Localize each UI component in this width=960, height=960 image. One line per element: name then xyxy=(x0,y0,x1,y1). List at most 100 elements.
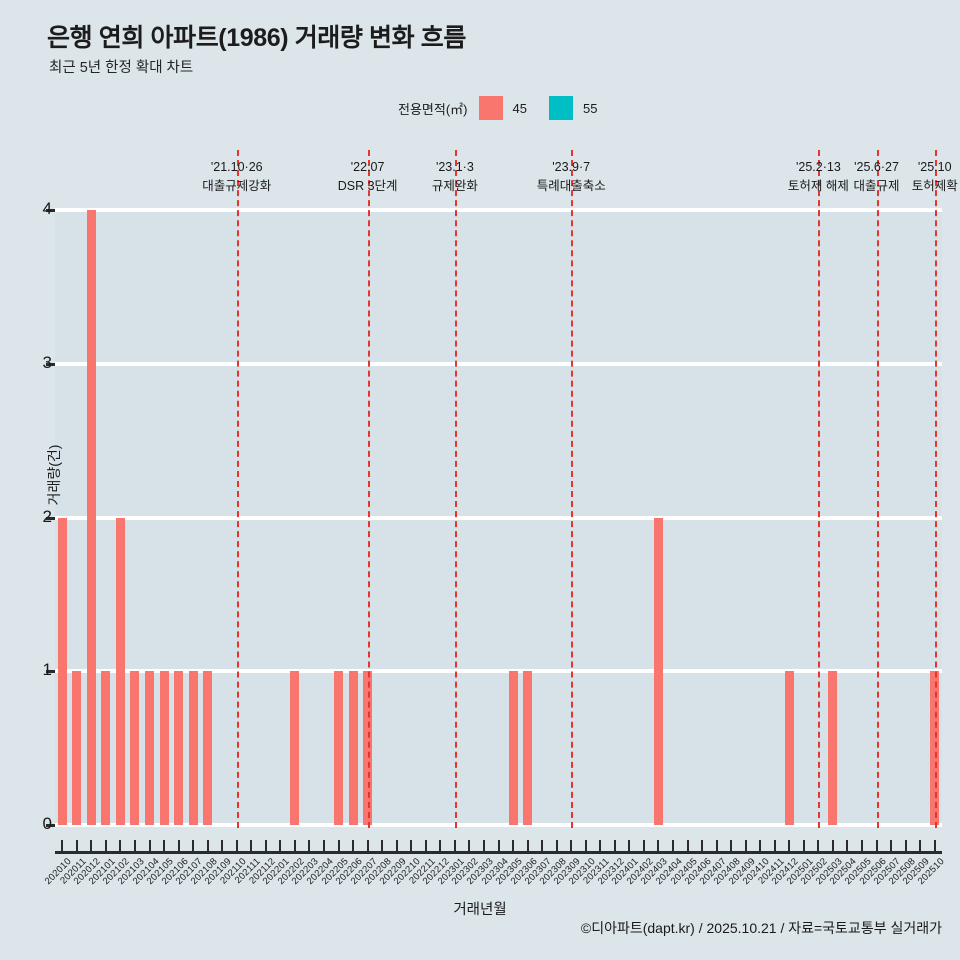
x-tick-label: 202306 xyxy=(508,856,540,888)
x-tick-label: 202101 xyxy=(86,856,118,888)
x-tick-label: 202501 xyxy=(784,856,816,888)
x-tick-label: 202102 xyxy=(101,856,133,888)
x-tick-label: 202302 xyxy=(450,856,482,888)
event-name: 토허제확 xyxy=(911,179,958,194)
legend-label-45: 45 xyxy=(512,100,527,116)
page-title: 은행 연희 아파트(1986) 거래량 변화 흐름 xyxy=(47,24,466,52)
x-tick-label: 202408 xyxy=(711,856,743,888)
x-tick-label: 202111 xyxy=(233,856,264,887)
x-tick-label: 202207 xyxy=(348,856,380,888)
event-label: '25.10 토허제확 xyxy=(912,158,958,197)
event-date: '23.9·7 xyxy=(552,160,591,174)
legend-label-55: 55 xyxy=(582,100,598,116)
event-date: '22.07 xyxy=(350,160,385,174)
x-tick-label: 202508 xyxy=(886,856,918,888)
x-tick-label: 202406 xyxy=(682,856,714,888)
x-tick-label: 202208 xyxy=(362,856,394,888)
x-tick-label: 202106 xyxy=(159,856,191,888)
x-tick-label: 202404 xyxy=(653,856,685,888)
event-label: '23.9·7 특례대출축소 xyxy=(537,158,606,197)
x-tick-label: 202205 xyxy=(319,856,351,888)
event-label: '22.07 DSR 3단계 xyxy=(338,158,398,197)
plot-area xyxy=(55,210,942,825)
x-tick-label: 202105 xyxy=(144,856,176,888)
event-label: '25.2·13 토허제 해제 xyxy=(788,158,849,197)
x-tick-label: 202505 xyxy=(842,856,874,888)
footer-caption: ©디아파트(dapt.kr) / 2025.10.21 / 자료=국토교통부 실… xyxy=(580,920,942,936)
x-tick-label: 202312 xyxy=(595,856,627,888)
event-name: 토허제 해제 xyxy=(787,179,849,194)
x-tick-label: 202402 xyxy=(624,856,656,888)
y-tick-mark xyxy=(46,824,55,827)
x-tick-label: 202112 xyxy=(247,856,278,887)
x-tick-label: 202503 xyxy=(813,856,845,888)
legend-item-55[interactable]: 55 xyxy=(548,96,619,120)
y-axis-title: 거래량(건) xyxy=(46,444,62,506)
x-tick-label: 202411 xyxy=(755,856,787,887)
event-name: 특례대출축소 xyxy=(536,179,606,194)
x-tick-label: 202010 xyxy=(42,856,75,888)
x-tick-label: 202410 xyxy=(740,856,773,888)
y-tick-label: 4 xyxy=(42,199,52,218)
event-name: 대출규제 xyxy=(853,179,900,194)
x-tick-label: 202510 xyxy=(915,856,947,888)
page-subtitle: 최근 5년 한정 확대 차트 xyxy=(49,60,194,76)
x-tick-label: 202307 xyxy=(522,856,554,888)
x-tick-label: 202303 xyxy=(464,856,496,888)
x-tick-label: 202502 xyxy=(799,856,831,888)
y-tick-label: 1 xyxy=(42,660,52,680)
x-tick-label: 202201 xyxy=(261,856,293,888)
legend-swatch-45 xyxy=(478,96,503,120)
x-tick-label: 202210 xyxy=(391,856,424,888)
x-tick-label: 202206 xyxy=(333,856,365,888)
y-tick-mark xyxy=(46,670,55,674)
x-tick-label: 202110 xyxy=(217,856,249,887)
x-tick-label: 202204 xyxy=(304,856,336,888)
x-tick-label: 202506 xyxy=(857,856,889,888)
y-tick-mark xyxy=(46,362,55,366)
x-tick-label: 202409 xyxy=(726,856,758,888)
x-tick-label: 202507 xyxy=(871,856,903,888)
x-tick-label: 202011 xyxy=(58,856,89,887)
x-tick-label: 202407 xyxy=(697,856,729,888)
legend-swatch-55 xyxy=(548,96,573,120)
y-tick-label: 0 xyxy=(42,814,52,833)
event-name: 대출규제강화 xyxy=(202,179,272,194)
legend-item-45[interactable]: 45 xyxy=(478,96,549,120)
x-tick-label: 202305 xyxy=(493,856,525,888)
event-date: '21.10·26 xyxy=(210,160,263,174)
x-tick-label: 202202 xyxy=(275,856,307,888)
event-date: '25.10 xyxy=(917,160,952,174)
x-tick-label: 202311 xyxy=(581,856,613,887)
x-tick-label: 202310 xyxy=(566,856,598,888)
x-tick-label: 202212 xyxy=(421,856,453,888)
x-tick-label: 202301 xyxy=(435,856,467,888)
x-tick-label: 202403 xyxy=(639,856,671,888)
event-date: '23.1·3 xyxy=(435,160,474,174)
x-tick-label: 202203 xyxy=(290,856,322,888)
x-tick-label: 202412 xyxy=(770,856,802,888)
y-tick-mark xyxy=(46,209,55,212)
x-tick-label: 202108 xyxy=(188,856,220,888)
event-label: '25.6·27 대출규제 xyxy=(854,158,900,197)
x-tick-label: 202104 xyxy=(130,856,162,888)
x-tick-label: 202012 xyxy=(72,856,104,888)
x-tick-label: 202211 xyxy=(407,856,438,887)
x-tick-label: 202103 xyxy=(115,856,147,888)
event-label: '21.10·26 대출규제강화 xyxy=(202,158,271,197)
event-date: '25.2·13 xyxy=(795,160,841,174)
x-tick-label: 202504 xyxy=(828,856,860,888)
event-label: '23.1·3 규제완화 xyxy=(432,158,478,197)
x-tick-label: 202109 xyxy=(202,856,234,888)
legend-title: 전용면적(㎡) xyxy=(398,101,468,117)
x-tick-label: 202405 xyxy=(668,856,700,888)
x-tick-label: 202509 xyxy=(900,856,932,888)
x-tick-label: 202304 xyxy=(479,856,511,888)
event-name: DSR 3단계 xyxy=(337,179,398,194)
x-tick-label: 202209 xyxy=(377,856,409,888)
x-axis-line xyxy=(55,851,942,854)
x-tick-label: 202107 xyxy=(173,856,205,888)
event-name: 규제완화 xyxy=(431,179,478,194)
x-axis-title: 거래년월 xyxy=(453,902,507,918)
